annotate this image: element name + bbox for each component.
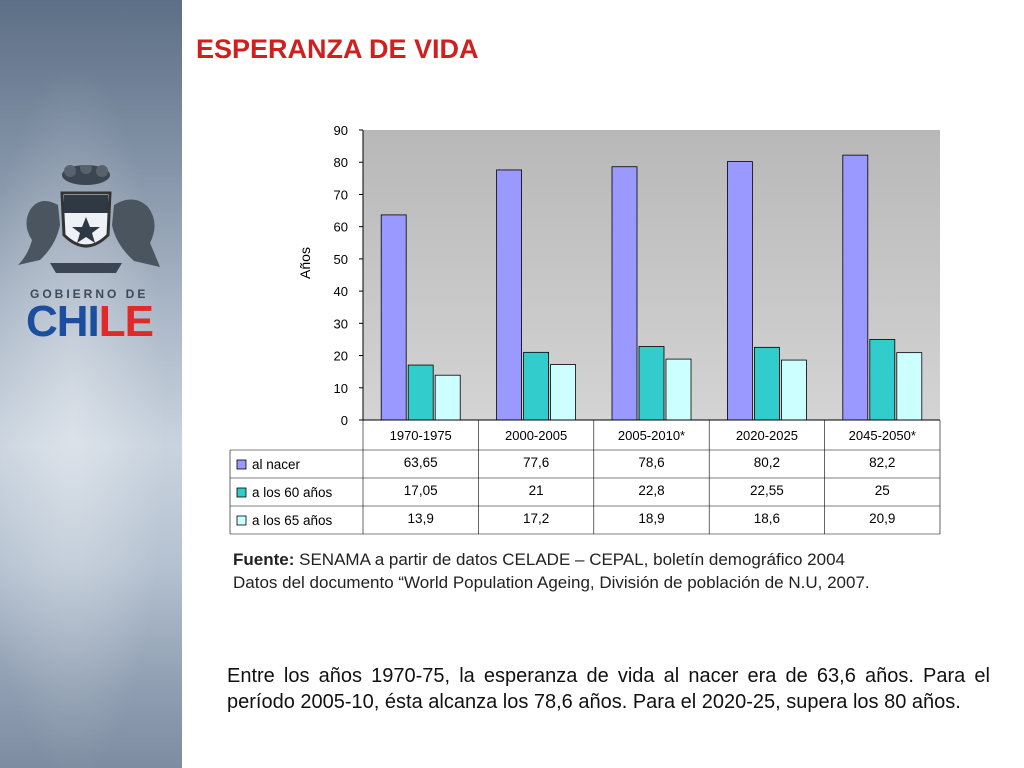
data-label: 20,9	[869, 511, 895, 526]
data-label: 17,2	[523, 511, 549, 526]
bar	[842, 154, 869, 421]
y-tick-label: 80	[334, 155, 348, 170]
x-category-label: 1970-1975	[390, 428, 452, 443]
y-tick-label: 70	[334, 187, 348, 202]
data-label: 63,65	[404, 455, 438, 470]
y-tick-label: 90	[334, 123, 348, 138]
life-expectancy-chart: Años 0 10 20 30 40 50 60 70 80 90 1970-1975 2000-2…	[229, 123, 941, 535]
bar	[380, 214, 407, 421]
y-axis-title: Años	[297, 247, 313, 279]
source-line2: Datos del documento “World Population Ag…	[233, 573, 870, 592]
legend-label: a los 60 años	[252, 485, 333, 500]
bar	[726, 161, 753, 421]
legend-swatch	[236, 515, 247, 526]
logo-chile-part1: CHI	[26, 297, 100, 346]
data-label: 82,2	[869, 455, 895, 470]
legend-swatch	[236, 487, 247, 498]
y-tick-label: 60	[334, 220, 348, 235]
logo-gobierno-text: GOBIERNO DE	[30, 287, 149, 301]
logo-chile-text: CHILE	[26, 297, 154, 346]
logo-chile-part2: LE	[98, 297, 154, 346]
data-label: 78,6	[638, 455, 664, 470]
data-label: 25	[875, 483, 890, 498]
y-tick-label: 10	[334, 381, 348, 396]
y-tick-labels: 0 10 20 30 40 50 60 70 80 90	[334, 123, 363, 428]
data-label: 13,9	[408, 511, 434, 526]
bar	[407, 364, 434, 421]
bar	[550, 364, 577, 421]
data-label: 18,9	[638, 511, 664, 526]
data-label: 77,6	[523, 455, 549, 470]
data-label: 18,6	[754, 511, 780, 526]
data-label: 22,55	[750, 483, 784, 498]
data-label: 80,2	[754, 455, 780, 470]
y-tick-label: 40	[334, 284, 348, 299]
x-category-label: 2045-2050*	[849, 428, 916, 443]
data-label: 17,05	[404, 483, 438, 498]
x-category-label: 2005-2010*	[618, 428, 685, 443]
bar	[523, 351, 550, 421]
data-label: 21	[529, 483, 544, 498]
bar	[896, 352, 923, 421]
y-tick-label: 0	[341, 413, 348, 428]
y-tick-label: 50	[334, 252, 348, 267]
bar	[638, 346, 665, 421]
slide-title: ESPERANZA DE VIDA	[196, 34, 479, 64]
bar	[434, 374, 461, 421]
x-category-label: 2000-2005	[505, 428, 567, 443]
source-label: Fuente:	[233, 550, 295, 569]
legend-label: a los 65 años	[252, 513, 333, 528]
y-tick-label: 30	[334, 316, 348, 331]
data-table: 1970-1975 2000-2005 2005-2010* 2020-2025 204…	[229, 419, 941, 535]
legend-swatch	[236, 459, 247, 470]
sidebar-background: GOBIERNO DE CHILE	[0, 0, 182, 768]
bar	[754, 346, 780, 421]
bar	[781, 359, 807, 421]
bar	[611, 166, 638, 421]
bar	[496, 169, 523, 421]
source-note: Fuente: SENAMA a partir de datos CELADE …	[233, 548, 993, 594]
bar-marks	[380, 154, 923, 421]
data-label: 22,8	[638, 483, 664, 498]
bar	[869, 339, 896, 421]
source-text: SENAMA a partir de datos CELADE – CEPAL,…	[294, 550, 845, 569]
chile-coat-of-arms-logo	[18, 165, 160, 273]
summary-paragraph: Entre los años 1970-75, la esperanza de …	[227, 665, 990, 713]
x-category-label: 2020-2025	[736, 428, 798, 443]
legend-label: al nacer	[252, 457, 301, 472]
bar	[665, 358, 692, 421]
y-tick-label: 20	[334, 349, 348, 364]
